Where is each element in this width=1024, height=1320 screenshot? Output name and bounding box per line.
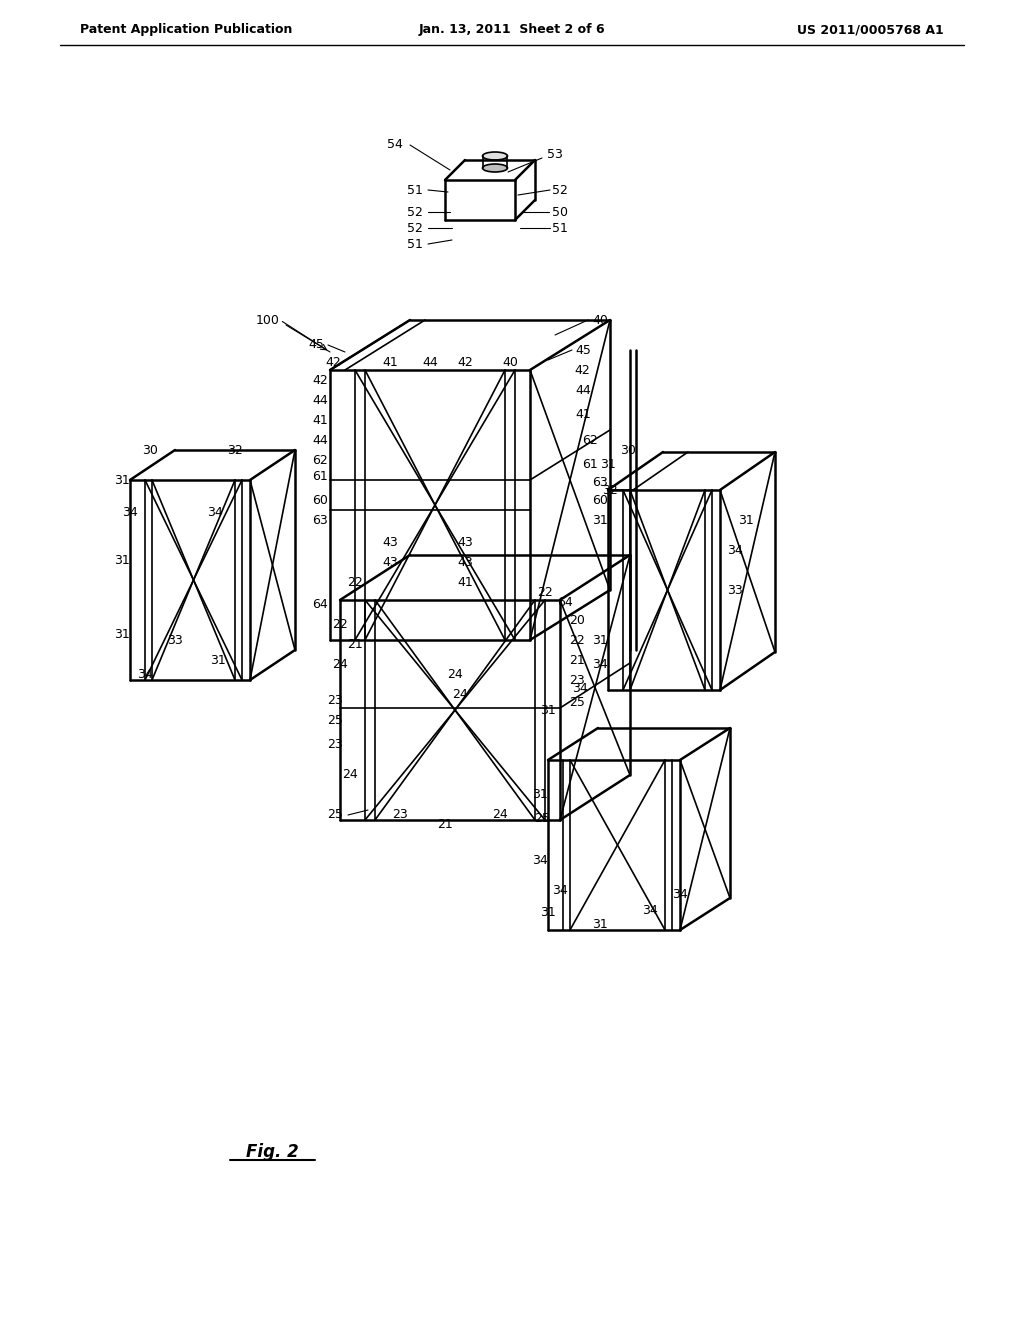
Text: 23: 23 — [327, 738, 343, 751]
Text: 21: 21 — [437, 818, 453, 832]
Text: 31: 31 — [738, 513, 754, 527]
Text: 23: 23 — [392, 808, 408, 821]
Text: 64: 64 — [312, 598, 328, 611]
Text: 30: 30 — [621, 444, 636, 457]
Text: 25: 25 — [569, 696, 585, 709]
Text: Jan. 13, 2011  Sheet 2 of 6: Jan. 13, 2011 Sheet 2 of 6 — [419, 24, 605, 37]
Text: 25: 25 — [327, 714, 343, 726]
Text: 60: 60 — [592, 494, 608, 507]
Text: 43: 43 — [382, 536, 398, 549]
Text: 41: 41 — [457, 576, 473, 589]
Text: 52: 52 — [408, 222, 423, 235]
Text: 33: 33 — [727, 583, 742, 597]
Text: 63: 63 — [312, 513, 328, 527]
Text: 34: 34 — [727, 544, 742, 557]
Text: 42: 42 — [312, 374, 328, 387]
Text: 40: 40 — [592, 314, 608, 326]
Text: 31: 31 — [114, 628, 130, 642]
Text: 50: 50 — [552, 206, 568, 219]
Text: 53: 53 — [547, 149, 563, 161]
Text: 31: 31 — [592, 634, 608, 647]
Text: 22: 22 — [347, 576, 362, 589]
Text: Fig. 2: Fig. 2 — [246, 1143, 298, 1162]
Text: 54: 54 — [387, 139, 402, 152]
Text: 30: 30 — [142, 444, 158, 457]
Text: 34: 34 — [572, 681, 588, 694]
Ellipse shape — [482, 164, 508, 172]
Text: 100: 100 — [256, 314, 280, 326]
Text: 51: 51 — [552, 222, 568, 235]
Text: 62: 62 — [312, 454, 328, 466]
Text: 64: 64 — [557, 595, 572, 609]
Text: 34: 34 — [532, 854, 548, 866]
Text: US 2011/0005768 A1: US 2011/0005768 A1 — [798, 24, 944, 37]
Text: 20: 20 — [569, 614, 585, 627]
Text: 33: 33 — [167, 634, 183, 647]
Text: 34: 34 — [137, 668, 153, 681]
Text: 45: 45 — [575, 343, 591, 356]
Text: 31: 31 — [532, 788, 548, 801]
Text: 52: 52 — [408, 206, 423, 219]
Text: 52: 52 — [552, 183, 568, 197]
Text: 22: 22 — [569, 634, 585, 647]
Text: Patent Application Publication: Patent Application Publication — [80, 24, 293, 37]
Text: 31: 31 — [114, 474, 130, 487]
Text: 43: 43 — [457, 556, 473, 569]
Text: 31: 31 — [600, 458, 615, 471]
Text: 23: 23 — [327, 693, 343, 706]
Text: 45: 45 — [308, 338, 324, 351]
Text: 34: 34 — [592, 659, 608, 672]
Text: 34: 34 — [207, 506, 223, 519]
Text: 42: 42 — [326, 355, 341, 368]
Text: 24: 24 — [493, 808, 508, 821]
Text: 32: 32 — [227, 444, 243, 457]
Text: 43: 43 — [457, 536, 473, 549]
Text: 42: 42 — [574, 363, 590, 376]
Text: 31: 31 — [114, 553, 130, 566]
Text: 60: 60 — [312, 494, 328, 507]
Text: 40: 40 — [502, 355, 518, 368]
Text: 41: 41 — [312, 413, 328, 426]
Text: 22: 22 — [332, 619, 348, 631]
Text: 51: 51 — [408, 183, 423, 197]
Text: 31: 31 — [540, 907, 556, 920]
Text: 44: 44 — [312, 393, 328, 407]
Text: 23: 23 — [569, 673, 585, 686]
Text: 44: 44 — [422, 355, 438, 368]
Text: 34: 34 — [122, 506, 138, 519]
Text: 34: 34 — [552, 883, 568, 896]
Text: 25: 25 — [327, 808, 343, 821]
Text: 63: 63 — [592, 475, 608, 488]
Text: 42: 42 — [457, 355, 473, 368]
Text: 31: 31 — [592, 513, 608, 527]
Text: 34: 34 — [642, 903, 657, 916]
Text: 25: 25 — [535, 812, 550, 825]
Text: 61: 61 — [312, 470, 328, 483]
Ellipse shape — [482, 152, 508, 160]
Text: 34: 34 — [672, 888, 688, 902]
Text: 24: 24 — [342, 768, 357, 781]
Text: 51: 51 — [408, 238, 423, 251]
Text: 31: 31 — [592, 919, 608, 932]
Text: 24: 24 — [447, 668, 463, 681]
Text: 44: 44 — [312, 433, 328, 446]
Text: 31: 31 — [210, 653, 226, 667]
Text: 41: 41 — [382, 355, 398, 368]
Text: 32: 32 — [602, 483, 617, 496]
Text: 62: 62 — [582, 433, 598, 446]
Text: 21: 21 — [347, 639, 362, 652]
Text: 22: 22 — [538, 586, 553, 598]
Text: 24: 24 — [332, 659, 348, 672]
Text: 41: 41 — [575, 408, 591, 421]
Text: 21: 21 — [569, 653, 585, 667]
Text: 31: 31 — [540, 704, 556, 717]
Text: 43: 43 — [382, 556, 398, 569]
Text: 24: 24 — [453, 689, 468, 701]
Text: 61: 61 — [582, 458, 598, 471]
Text: 44: 44 — [575, 384, 591, 396]
